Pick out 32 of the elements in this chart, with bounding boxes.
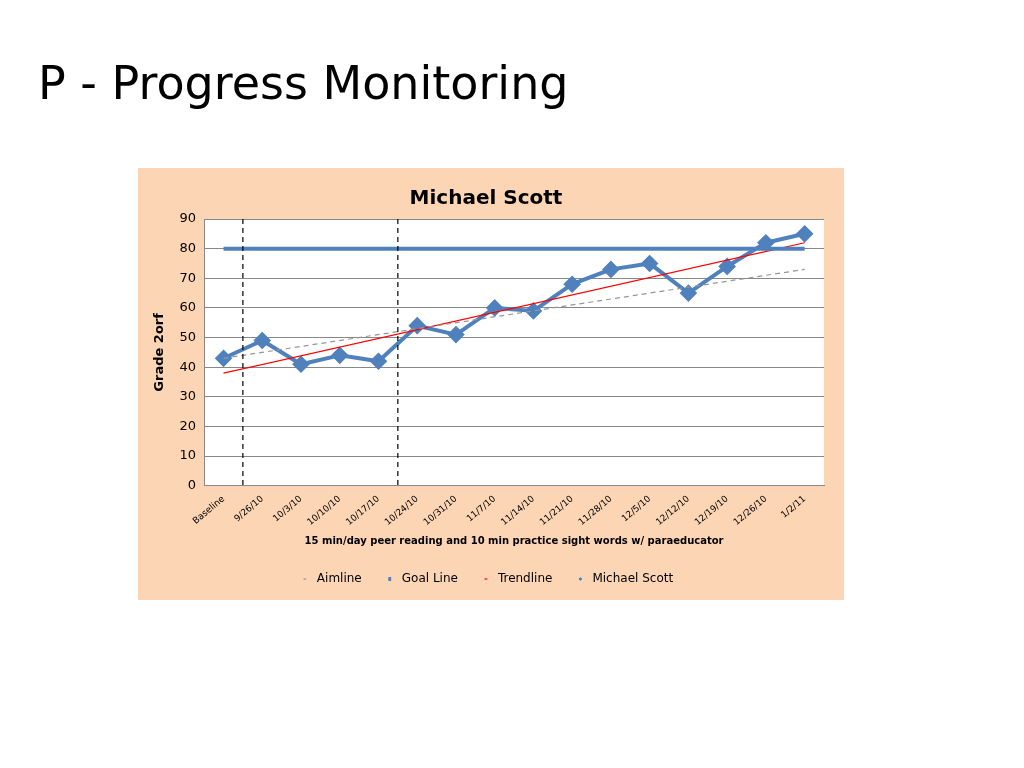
y-tick-label: 70 <box>179 269 197 285</box>
point <box>215 350 232 367</box>
point <box>564 276 581 293</box>
x-axis-title: 15 min/day peer reading and 10 min practice sight words w/ paraeducator <box>304 534 724 546</box>
legend-label: Michael Scott <box>592 571 674 586</box>
y-tick-label: 80 <box>179 240 197 256</box>
point <box>254 332 271 349</box>
legend-label: Goal Line <box>401 571 458 586</box>
y-tick-label: 40 <box>179 358 197 374</box>
point <box>796 225 813 242</box>
point <box>602 261 619 278</box>
chart-title: Michael Scott <box>409 185 563 210</box>
legend-label: Aimline <box>316 571 362 586</box>
point <box>447 326 464 343</box>
point <box>719 258 736 275</box>
point <box>641 255 658 272</box>
point <box>370 353 387 370</box>
text: P - Progress Monitoring <box>38 56 569 110</box>
y-tick-label: 30 <box>179 388 197 404</box>
point <box>293 356 309 373</box>
y-tick-label: 0 <box>187 477 197 493</box>
y-tick-label: 90 <box>179 210 197 226</box>
legend-label: Trendline <box>496 571 553 586</box>
y-tick-label: 60 <box>179 299 197 315</box>
y-tick-label: 20 <box>179 417 197 433</box>
point <box>525 302 542 319</box>
point <box>331 347 348 364</box>
y-tick-label: 10 <box>179 447 197 463</box>
point <box>680 285 697 302</box>
y-tick-label: 50 <box>179 328 197 344</box>
y-axis-title: Grade 2orf <box>151 312 167 392</box>
point <box>486 299 503 316</box>
